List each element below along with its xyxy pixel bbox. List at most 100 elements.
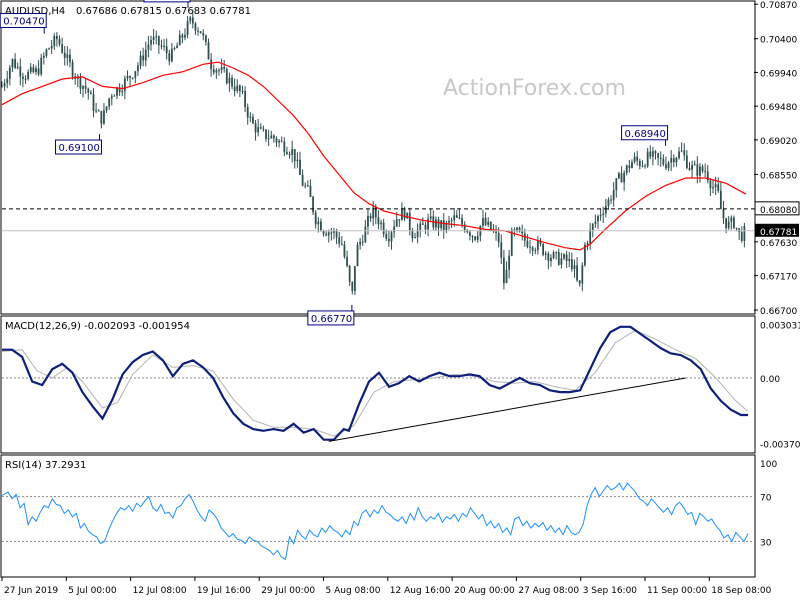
candle-body <box>662 158 665 165</box>
candle-body <box>615 178 618 191</box>
candle-body <box>346 256 348 266</box>
candle-body <box>150 39 152 45</box>
candle-body <box>257 127 260 133</box>
candle-body <box>691 165 694 170</box>
candle-body <box>725 218 727 229</box>
candle-body <box>576 265 578 281</box>
price-label-text: 0.66770 <box>311 314 352 325</box>
candle-body <box>95 110 98 112</box>
candle-body <box>63 52 66 58</box>
candle-body <box>160 45 163 47</box>
candle-body <box>142 55 145 61</box>
candle-body <box>199 31 202 34</box>
resistance-axis-box <box>754 201 800 216</box>
candle-body <box>176 45 179 49</box>
candle-body <box>66 54 69 58</box>
candle-body <box>186 21 189 35</box>
candle-body <box>291 149 294 155</box>
candle-body <box>508 255 511 270</box>
candle-body <box>646 151 649 167</box>
time-axis-label: 11 Sep 00:00 <box>647 586 707 596</box>
price-label-text: 0.68940 <box>625 129 666 140</box>
candle-body <box>340 243 343 245</box>
candle-body <box>312 196 314 213</box>
candle-body <box>704 171 707 173</box>
candle-body <box>526 240 529 247</box>
candle-body <box>27 71 30 80</box>
candle-body <box>238 85 241 92</box>
candle-body <box>500 242 503 258</box>
candle-body <box>335 231 338 238</box>
candle-body <box>194 23 197 31</box>
candle-body <box>11 59 14 68</box>
candle-body <box>82 85 84 89</box>
candle-body <box>184 34 186 38</box>
candle-body <box>722 209 725 219</box>
candle-body <box>191 17 194 24</box>
candle-body <box>581 265 584 284</box>
candle-body <box>565 254 568 261</box>
candle-body <box>696 164 699 176</box>
candle-body <box>612 190 615 201</box>
candle-body <box>147 44 150 50</box>
candle-body <box>207 41 210 60</box>
price-axis-label: 0.69480 <box>760 103 797 113</box>
candle-body <box>602 213 605 215</box>
price-axis-label: 0.68550 <box>760 171 797 181</box>
candle-body <box>173 48 176 50</box>
candle-body <box>670 158 673 163</box>
candle-body <box>202 33 205 36</box>
candle-body <box>578 280 581 284</box>
candle-body <box>416 229 419 238</box>
candle-body <box>466 230 469 233</box>
candle-body <box>123 78 126 92</box>
candle-body <box>108 98 111 107</box>
candle-body <box>296 159 299 162</box>
candle-body <box>529 246 531 248</box>
candle-body <box>48 48 50 50</box>
watermark-text: ActionForex.com <box>443 76 626 101</box>
candle-body <box>293 149 296 162</box>
candle-body <box>719 190 722 210</box>
candle-body <box>510 229 513 256</box>
candle-body <box>309 185 312 197</box>
candle-body <box>327 232 330 236</box>
candle-body <box>246 107 249 118</box>
candle-body <box>55 35 58 40</box>
candle-body <box>58 39 61 45</box>
candle-body <box>288 154 291 156</box>
candle-body <box>333 231 335 233</box>
candle-body <box>597 216 599 222</box>
rsi-layer <box>1 482 754 561</box>
candle-body <box>636 156 639 161</box>
candle-body <box>113 95 116 97</box>
candle-body <box>555 252 558 254</box>
candle-body <box>385 234 388 239</box>
macd-panel-frame <box>0 315 756 454</box>
macd-layer <box>1 325 754 442</box>
candle-body <box>693 164 696 166</box>
candle-body <box>584 244 586 266</box>
candle-body <box>126 76 129 79</box>
candle-body <box>649 151 652 157</box>
candle-body <box>727 221 730 229</box>
candle-body <box>675 158 678 163</box>
candle-body <box>411 230 414 238</box>
candle-body <box>45 49 48 56</box>
candle-body <box>547 253 550 262</box>
candle-body <box>22 76 24 79</box>
candle-body <box>32 67 35 73</box>
candle-body <box>458 217 461 219</box>
rsi-line <box>1 482 749 561</box>
candle-body <box>40 57 43 75</box>
candle-body <box>372 207 375 219</box>
candle-body <box>325 233 328 236</box>
candle-body <box>706 171 709 181</box>
candle-body <box>651 151 654 157</box>
candle-body <box>607 199 610 206</box>
candle-body <box>712 187 714 189</box>
candle-body <box>733 217 735 228</box>
candle-body <box>406 212 409 219</box>
candle-body <box>638 160 641 167</box>
candle-body <box>348 265 351 282</box>
